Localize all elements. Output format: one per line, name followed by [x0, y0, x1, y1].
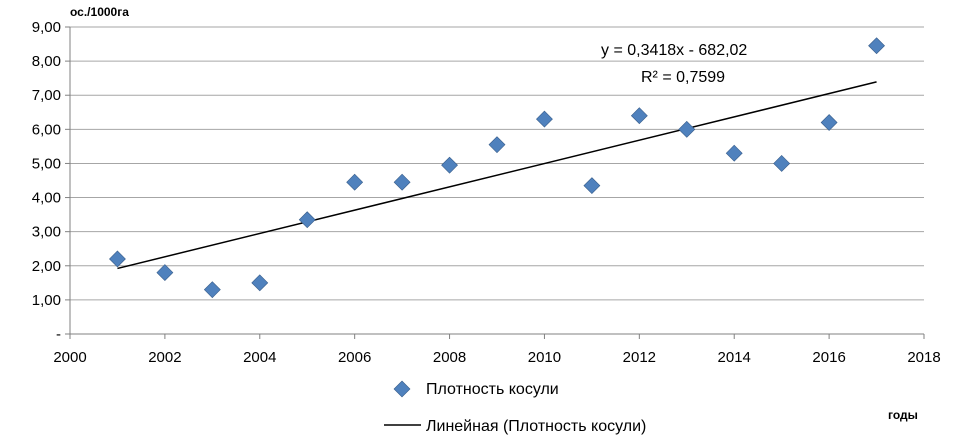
y-tick-label: - [56, 326, 61, 343]
data-points [109, 37, 885, 299]
y-tick-label: 6,00 [32, 121, 61, 138]
data-point [536, 110, 553, 128]
y-tick-label: 2,00 [32, 258, 61, 275]
data-point [441, 156, 458, 174]
y-tick-label: 5,00 [32, 155, 61, 172]
grid-lines [70, 26, 924, 301]
x-tick-label: 2012 [623, 349, 656, 366]
y-tick-label: 1,00 [32, 292, 61, 309]
trendline-r2: R² = 0,7599 [641, 69, 725, 86]
y-tick-labels: - 1,00 2,00 3,00 4,00 5,00 6,00 7,00 8,00 9,00 [32, 19, 61, 343]
y-tick-label: 7,00 [32, 87, 61, 104]
x-tick-label: 2006 [338, 349, 371, 366]
data-point [346, 173, 364, 191]
data-point [678, 120, 696, 138]
data-point [298, 211, 316, 229]
x-tick-label: 2014 [718, 349, 751, 366]
legend-series-marker [393, 380, 411, 398]
x-axis-label: годы [888, 408, 918, 422]
y-tick-label: 9,00 [32, 19, 61, 36]
x-tick-label: 2008 [433, 349, 466, 366]
trendline [117, 81, 877, 270]
x-tick-labels: 2000 2002 2004 2006 2008 2010 2012 2014 2016 2018 [53, 349, 940, 366]
legend: Плотность косули Линейная (Плотность кос… [384, 380, 646, 435]
data-point [109, 250, 126, 268]
data-point [725, 144, 743, 162]
data-point [203, 281, 221, 299]
data-point [251, 274, 269, 292]
axes [65, 26, 925, 339]
legend-trendline-label: Линейная (Плотность косули) [426, 418, 646, 435]
x-tick-label: 2002 [148, 349, 181, 366]
data-point [156, 264, 174, 282]
data-point [868, 37, 885, 55]
legend-series-label: Плотность косули [426, 381, 559, 398]
x-tick-label: 2004 [243, 349, 276, 366]
data-point [773, 155, 791, 172]
y-tick-label: 4,00 [32, 190, 61, 207]
data-point [630, 107, 648, 125]
x-tick-label: 2010 [528, 349, 561, 366]
data-point [583, 177, 601, 195]
x-tick-label: 2016 [812, 349, 845, 366]
trendline-line [117, 81, 877, 270]
y-axis-label: ос./1000га [70, 5, 129, 19]
trendline-equation: y = 0,3418x - 682,02 [601, 42, 747, 59]
y-tick-label: 3,00 [32, 224, 61, 241]
data-point [393, 173, 411, 191]
x-tick-label: 2018 [907, 349, 940, 366]
y-tick-label: 8,00 [32, 53, 61, 70]
data-point [488, 136, 506, 154]
x-tick-label: 2000 [53, 349, 86, 366]
data-point [820, 114, 838, 131]
